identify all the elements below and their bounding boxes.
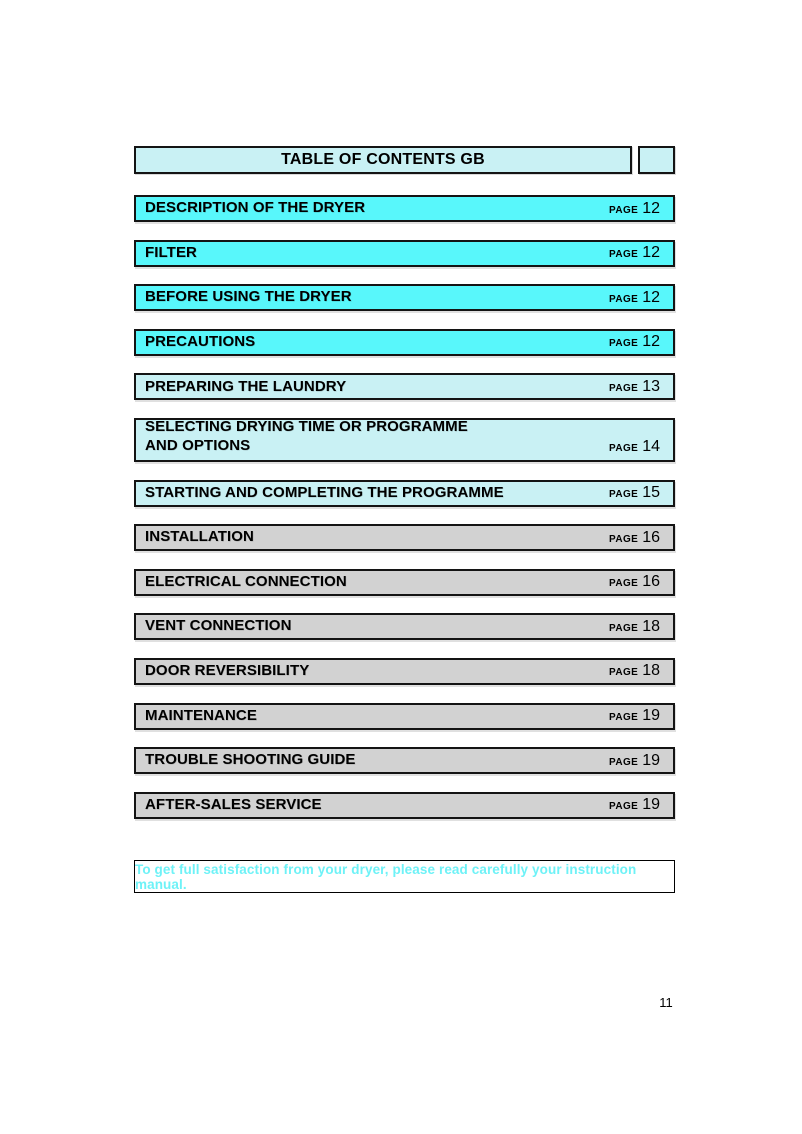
toc-row-page: PAGE 14 [609,438,660,456]
toc-row-page: PAGE 12 [609,244,660,262]
toc-row-page: PAGE 19 [609,796,660,814]
toc-row-page: PAGE 12 [609,289,660,307]
footer-page-number: 11 [659,995,673,1010]
note-text: To get full satisfaction from your dryer… [135,861,637,892]
toc-row-page: PAGE 19 [609,707,660,725]
toc-row-label: AFTER-SALES SERVICE [145,795,322,813]
page-word: PAGE [609,533,639,545]
toc-rows: DESCRIPTION OF THE DRYER PAGE 12 FILTER PAGE… [134,195,675,819]
toc-row-page: PAGE 19 [609,752,660,770]
toc-row: STARTING AND COMPLETING THE PROGRAMME PAG… [134,479,675,507]
toc-row: FILTER PAGE 12 [134,239,675,267]
toc-row-page: PAGE 13 [609,378,660,396]
toc-row-page: PAGE 12 [609,333,660,351]
page-value: 18 [642,662,660,680]
toc-row-page: PAGE 16 [609,529,660,547]
page-word: PAGE [609,801,639,813]
page-word: PAGE [609,756,639,768]
toc-row: PRECAUTIONS PAGE 12 [134,328,675,356]
toc-row: AFTER-SALES SERVICE PAGE 19 [134,791,675,819]
toc-row-label: DESCRIPTION OF THE DRYER [145,199,366,217]
page-value: 12 [642,288,660,306]
page-value: 19 [642,796,660,814]
page-word: PAGE [609,382,639,394]
toc-row-label: VENT CONNECTION [145,617,292,635]
toc-row-page: PAGE 18 [609,618,660,636]
page-value: 14 [642,437,660,455]
page-word: PAGE [609,622,639,634]
toc-row: VENT CONNECTION PAGE 18 [134,613,675,641]
page-value: 19 [642,751,660,769]
page-word: PAGE [609,489,639,501]
page-word: PAGE [609,442,639,454]
page-value: 12 [642,199,660,217]
note-box: To get full satisfaction from your dryer… [134,860,675,893]
page-value: 13 [642,377,660,395]
page-word: PAGE [609,712,639,724]
page-word: PAGE [609,204,639,216]
toc-row: PREPARING THE LAUNDRY PAGE 13 [134,373,675,401]
toc-row-label: PRECAUTIONS [145,332,256,350]
header-side-box [638,146,675,174]
toc-row: MAINTENANCE PAGE 19 [134,702,675,730]
page-value: 16 [642,573,660,591]
page-word: PAGE [609,338,639,350]
toc-row-label: BEFORE USING THE DRYER [145,288,352,306]
page-word: PAGE [609,249,639,261]
toc-row-label: SELECTING DRYING TIME OR PROGRAMME AND OP… [145,418,468,455]
toc-row-label: PREPARING THE LAUNDRY [145,377,347,395]
page-title: TABLE OF CONTENTS GB [134,146,632,174]
page-value: 12 [642,333,660,351]
toc-row-label: MAINTENANCE [145,706,257,724]
page-value: 18 [642,617,660,635]
toc-row-page: PAGE 15 [609,484,660,502]
toc-row-page: PAGE 16 [609,573,660,591]
toc-row-label: FILTER [145,243,197,261]
page-value: 15 [642,484,660,502]
toc-row: TROUBLE SHOOTING GUIDE PAGE 19 [134,747,675,775]
page-value: 19 [642,707,660,725]
toc-row-page: PAGE 12 [609,200,660,218]
page-word: PAGE [609,667,639,679]
toc-row: BEFORE USING THE DRYER PAGE 12 [134,284,675,312]
page-word: PAGE [609,293,639,305]
toc-row: DOOR REVERSIBILITY PAGE 18 [134,657,675,685]
page-value: 16 [642,528,660,546]
page-value: 12 [642,244,660,262]
toc-row: DESCRIPTION OF THE DRYER PAGE 12 [134,195,675,222]
toc-row-label: STARTING AND COMPLETING THE PROGRAMME [145,483,504,501]
toc-row-label: TROUBLE SHOOTING GUIDE [145,751,356,769]
toc-row: INSTALLATION PAGE 16 [134,524,675,552]
toc-row-label: INSTALLATION [145,528,254,546]
toc-row-label: ELECTRICAL CONNECTION [145,572,347,590]
toc-row-page: PAGE 18 [609,662,660,680]
page-word: PAGE [609,578,639,590]
toc-row-label: DOOR REVERSIBILITY [145,662,310,680]
toc-header: TABLE OF CONTENTS GB [134,146,675,174]
toc-row: ELECTRICAL CONNECTION PAGE 16 [134,568,675,596]
toc-row: SELECTING DRYING TIME OR PROGRAMME AND OP… [134,417,675,462]
